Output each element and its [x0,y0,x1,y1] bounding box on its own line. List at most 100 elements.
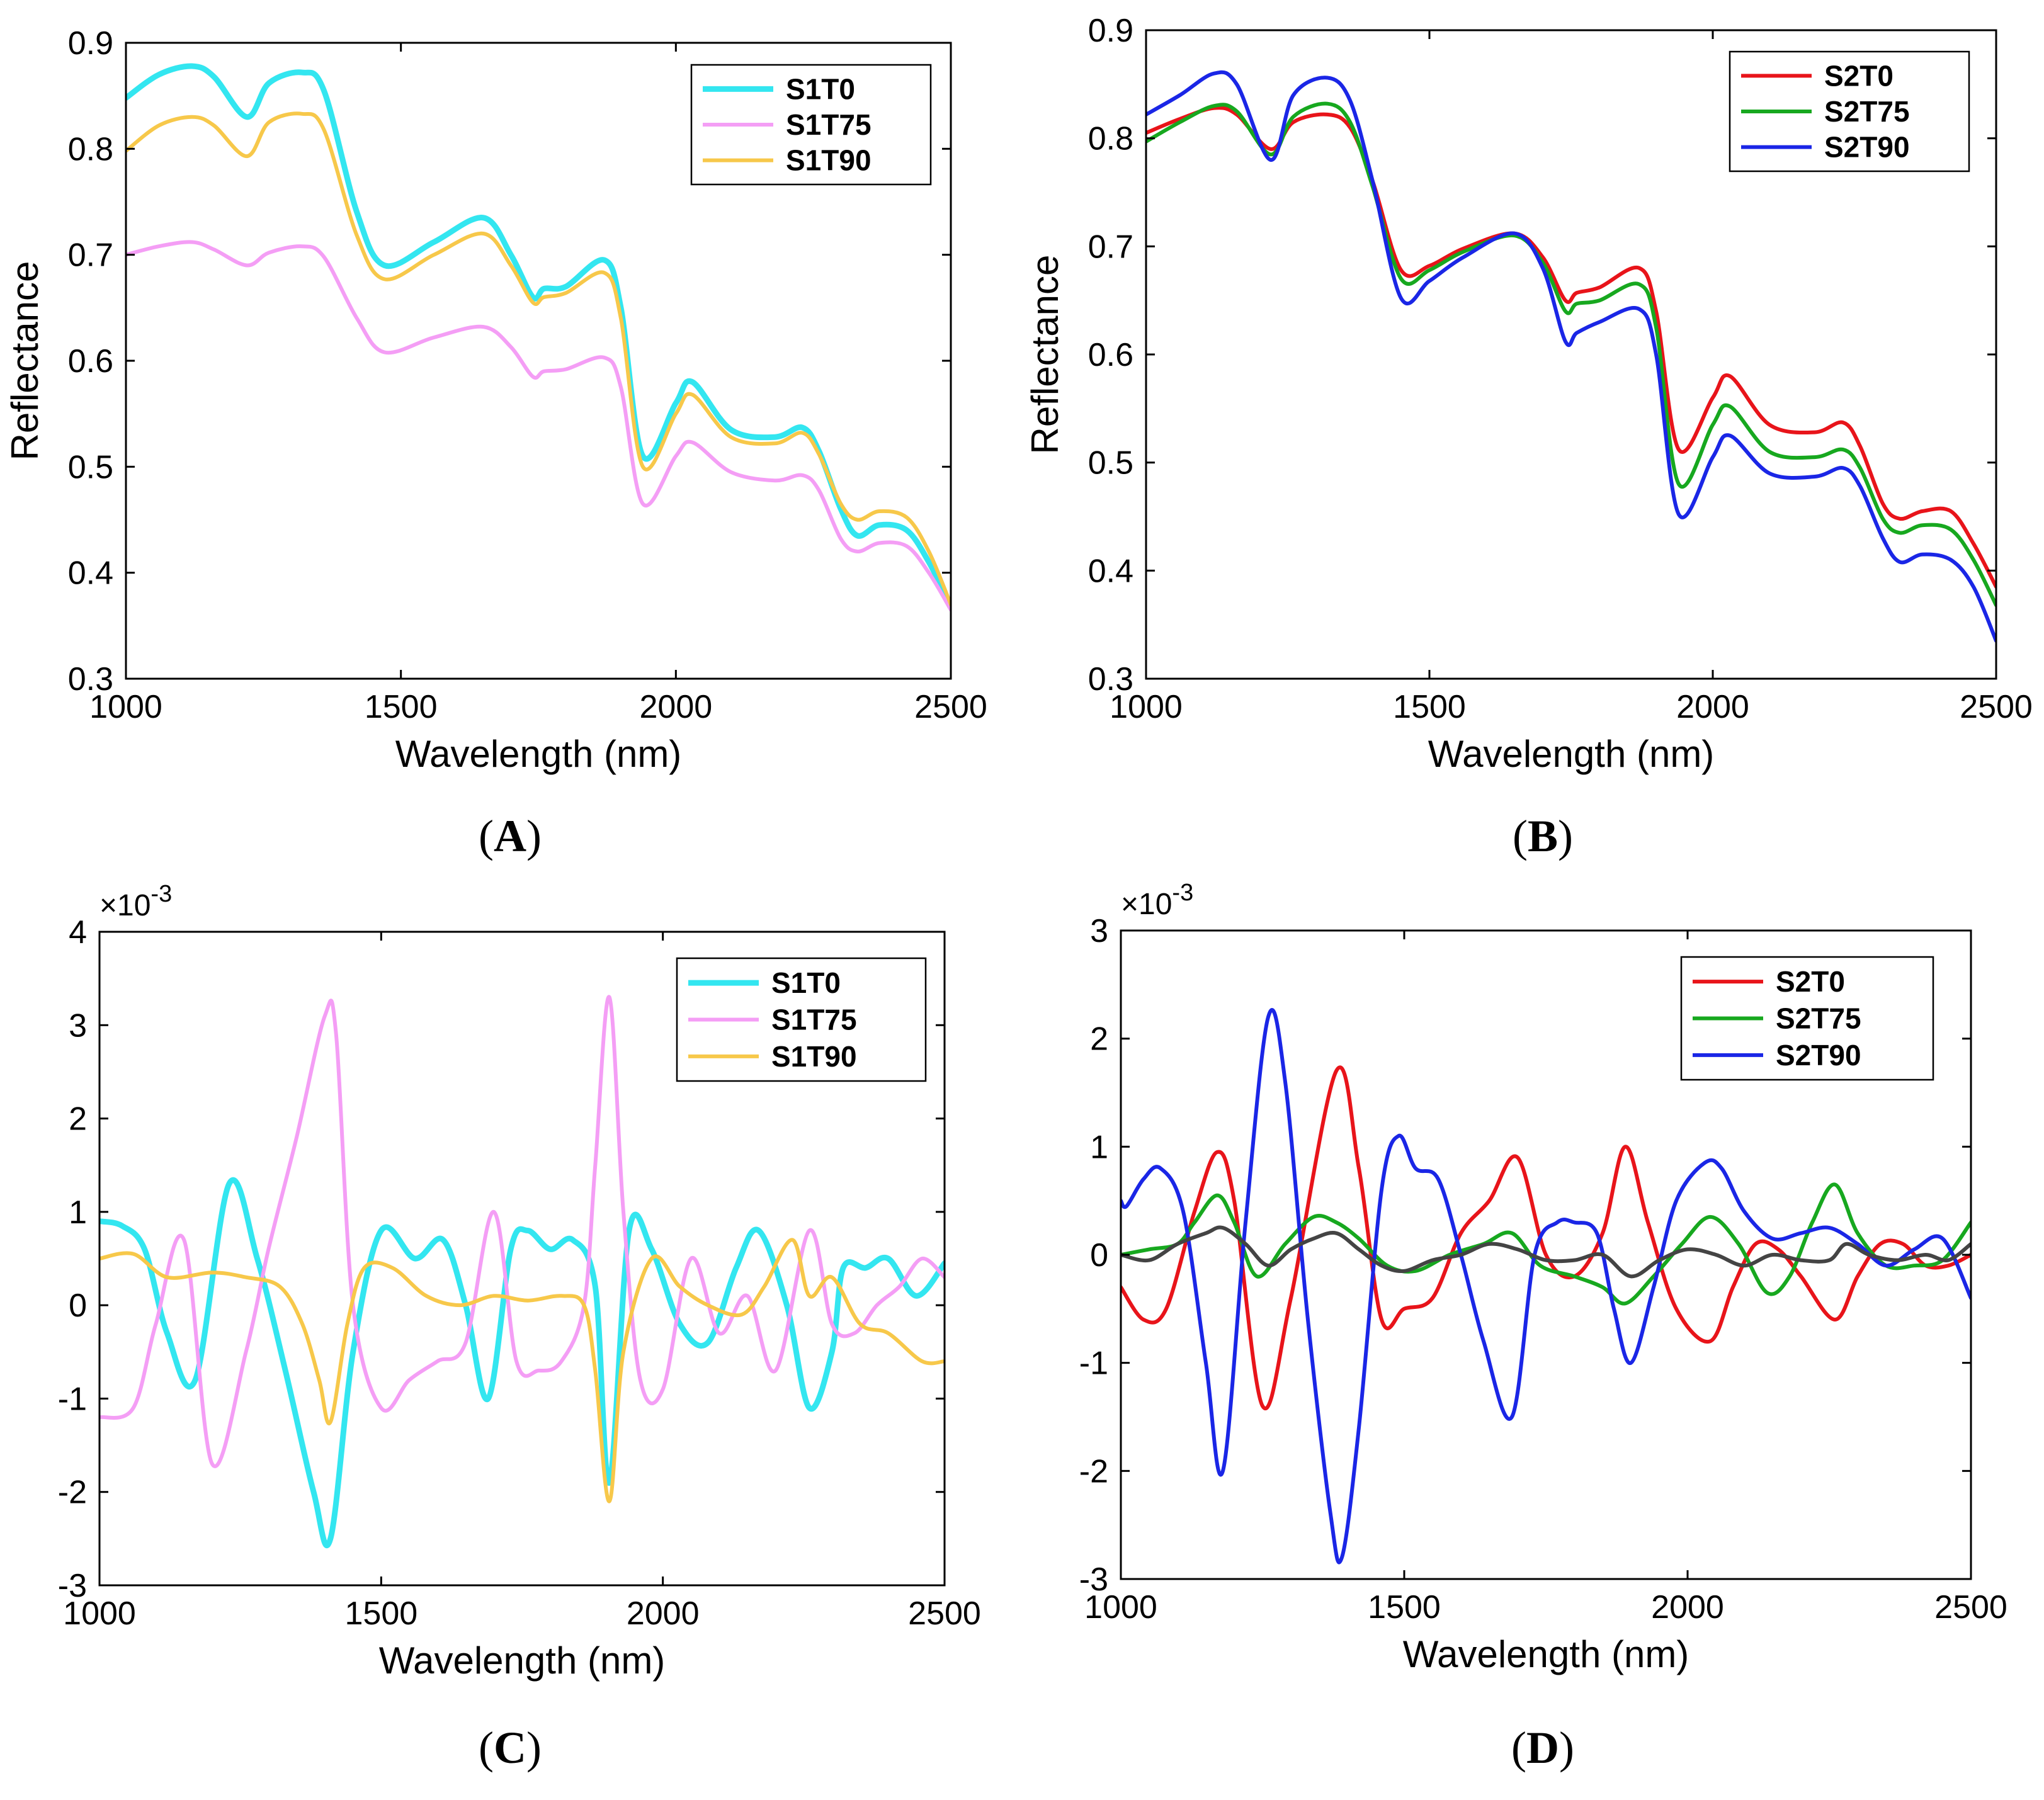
panel-d-series-s2t75-line [1121,1182,1971,1306]
panel-d-y-tick-label: 0 [1090,1237,1108,1274]
panel-c-series-s1t90-line [99,1238,945,1503]
panel-a-y-tick-label: 0.6 [68,343,113,380]
panel-c-series-s1t75-line [99,995,945,1468]
panel-b-series-s2t75-line [1146,101,1996,608]
panel-b-y-tick-label: 0.4 [1088,553,1133,589]
panel-d-x-tick-label: 2000 [1651,1589,1724,1626]
panel-c-exponent: ×10-3 [99,881,172,922]
panel-d-series-s2t0-line [1121,1065,1971,1410]
panel-c-exponent-base: ×10 [99,889,150,922]
panel-c-y-tick-label: 3 [69,1007,87,1044]
panel-b-y-tick-label: 0.6 [1088,337,1133,373]
panel-c-legend: S1T0 S1T75 S1T90 [676,957,927,1082]
panel-d-y-tick-label: -3 [1079,1561,1108,1598]
panel-c-y-tick-label: -2 [58,1475,87,1511]
panel-c-axes-frame [98,931,946,1587]
panel-a-y-axis-label: Reflectance [4,261,46,461]
panel-b-y-axis-label: Reflectance [1024,255,1066,455]
panel-c-exponent-power: -3 [150,881,172,907]
panel-a-letter: A [494,811,526,861]
panel-d-y-tick-label: -2 [1079,1453,1108,1490]
panel-a-y-tick-label: 0.7 [68,237,113,274]
panel-c-x-tick-label: 2500 [908,1595,981,1632]
panel-a-series-s1t75-line [126,240,951,612]
panel-c-series-s1t0-line [99,1177,945,1548]
panel-b-series-s2t90-line [1146,70,1996,643]
panel-d-legend-label-s2t90: S2T90 [1776,1039,1861,1072]
panel-c-legend-label-s1t75: S1T75 [771,1004,857,1036]
panel-c-legend-label-s1t90: S1T90 [771,1040,857,1073]
panel-d-legend-label-s2t0: S2T0 [1776,965,1845,998]
panel-d-y-tick-label: 1 [1090,1129,1108,1165]
panel-d-x-tick-label: 2500 [1934,1589,2007,1626]
panel-c-y-tick-label: 2 [69,1101,87,1138]
panel-b-y-tick-label: 0.9 [1088,13,1133,49]
panel-d-exponent-power: -3 [1172,880,1193,906]
panel-d-x-tick-label: 1000 [1084,1589,1157,1626]
panel-b-y-tick-label: 0.8 [1088,121,1133,157]
panel-c-x-tick-label: 1500 [344,1595,417,1632]
panel-c-y-tick-label: 0 [69,1288,87,1324]
panel-d: 1000 1500 2000 2500 -3 -2 -1 0 1 2 3 Wavelength (n… [1079,880,2007,1773]
panel-d-y-tick-label: -1 [1079,1345,1108,1382]
panel-a-x-tick-label: 2500 [914,689,987,725]
panel-a-y-tick-label: 0.4 [68,555,113,592]
panel-d-legend: S2T0 S2T75 S2T90 [1680,956,1934,1081]
panel-d-series-unlabeled-line [1121,1225,1971,1279]
panel-a-y-tick-label: 0.9 [68,25,113,62]
panel-a-x-axis-label: Wavelength (nm) [395,733,682,775]
panel-d-caption: (D) [1511,1723,1574,1773]
panel-a-legend-label-s1t90: S1T90 [786,144,872,177]
panel-c-legend-label-s1t0: S1T0 [771,966,841,999]
panel-b-x-tick-label: 2000 [1676,689,1749,725]
panel-d-x-tick-label: 1500 [1368,1589,1441,1626]
panel-b-y-tick-label: 0.5 [1088,445,1133,482]
panel-c-caption: (C) [479,1723,542,1773]
panel-c-x-tick-label: 1000 [63,1595,136,1632]
panel-a-x-tick-label: 2000 [639,689,712,725]
panel-b: 1000 1500 2000 2500 0.3 0.4 0.5 0.6 0.7 0.8 0.9 Wa… [1024,13,2033,861]
panel-d-exponent-base: ×10 [1121,888,1172,921]
panel-d-letter: D [1526,1723,1559,1773]
panel-d-series-s2t90-line [1121,1008,1971,1565]
panel-c: 1000 1500 2000 2500 -3 -2 -1 0 1 2 3 4 Wavelength (… [58,881,981,1773]
panel-d-y-tick-label: 2 [1090,1021,1108,1058]
panel-a-y-tick-label: 0.8 [68,131,113,167]
panel-d-exponent: ×10-3 [1121,880,1193,921]
panel-d-x-axis-label: Wavelength (nm) [1403,1633,1689,1675]
panel-a: 1000 1500 2000 2500 0.3 0.4 0.5 0.6 0.7 0.8 0.9 Wa… [4,25,987,861]
panel-b-legend-label-s2t75: S2T75 [1824,95,1910,128]
panel-c-y-tick-label: 1 [69,1194,87,1231]
panel-a-legend-label-s1t0: S1T0 [786,72,855,105]
panel-c-x-axis-label: Wavelength (nm) [379,1639,666,1682]
panel-b-x-tick-label: 1500 [1393,689,1466,725]
panel-a-y-tick-label: 0.3 [68,661,113,698]
panel-d-legend-label-s2t75: S2T75 [1776,1002,1861,1035]
panel-a-legend-label-s1t75: S1T75 [786,108,872,141]
panel-b-x-tick-label: 2500 [1960,689,2033,725]
panel-a-x-tick-label: 1000 [89,689,162,725]
panel-a-x-tick-label: 1500 [365,689,438,725]
panel-a-y-tick-label: 0.5 [68,449,113,485]
panel-c-y-tick-label: -1 [58,1381,87,1417]
panel-b-y-tick-label: 0.7 [1088,229,1133,265]
panel-b-legend-label-s2t90: S2T90 [1824,131,1910,164]
panel-b-series-s2t0-line [1146,106,1996,589]
panel-c-letter: C [494,1723,526,1773]
panel-a-series-s1t90-line [126,111,951,607]
panel-b-x-axis-label: Wavelength (nm) [1428,733,1715,775]
panel-d-y-tick-label: 3 [1090,913,1108,949]
panel-b-letter: B [1528,811,1558,861]
panel-c-y-tick-label: 4 [69,914,87,951]
panel-b-caption: (B) [1513,811,1573,861]
panel-b-legend-label-s2t0: S2T0 [1824,59,1894,92]
panel-b-y-tick-label: 0.3 [1088,661,1133,698]
panel-a-caption: (A) [479,811,542,861]
panel-b-x-tick-label: 1000 [1110,689,1183,725]
panel-c-y-tick-label: -3 [58,1568,87,1604]
panel-c-x-tick-label: 2000 [627,1595,700,1632]
